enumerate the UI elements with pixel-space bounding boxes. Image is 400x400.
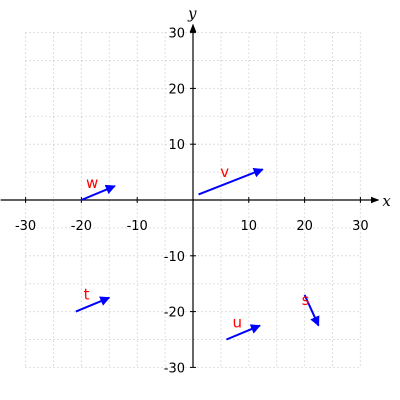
x-tick-label: -20	[71, 219, 92, 234]
vector-v: v	[198, 163, 264, 196]
y-axis-label: y	[187, 5, 197, 23]
vector-label-s: s	[302, 291, 310, 309]
y-tick-label: 20	[168, 82, 185, 97]
vector-arrow-s	[303, 294, 320, 327]
vector-arrow-v	[198, 167, 264, 196]
x-tick-label: 20	[296, 219, 313, 234]
y-tick-label: -20	[164, 306, 185, 321]
x-tick-label: -30	[15, 219, 36, 234]
vector-arrow-u	[226, 324, 261, 341]
tick-labels: -30 -20 -10 10 20 30 -30 -20 -10 10 20 30	[15, 27, 369, 377]
x-axis-label: x	[382, 192, 391, 210]
vector-w: w	[81, 174, 116, 201]
vector-arrow-w	[81, 184, 116, 201]
vectors: v w t u s	[75, 163, 320, 341]
vector-label-v: v	[220, 163, 229, 181]
vector-t: t	[75, 286, 111, 313]
vector-label-w: w	[86, 174, 98, 192]
y-tick-label: 30	[168, 27, 185, 42]
x-tick-label: 10	[241, 219, 258, 234]
vector-s: s	[302, 291, 320, 327]
vector-arrow-t	[75, 296, 111, 313]
x-tick-label: 30	[352, 219, 369, 234]
vector-u: u	[226, 314, 261, 341]
y-tick-label: -30	[164, 361, 185, 376]
vector-label-u: u	[232, 314, 242, 332]
y-tick-label: 10	[168, 138, 185, 153]
axes: x y	[0, 5, 391, 368]
x-tick-label: -10	[127, 219, 148, 234]
y-tick-label: -10	[164, 250, 185, 265]
vector-label-t: t	[84, 286, 90, 304]
